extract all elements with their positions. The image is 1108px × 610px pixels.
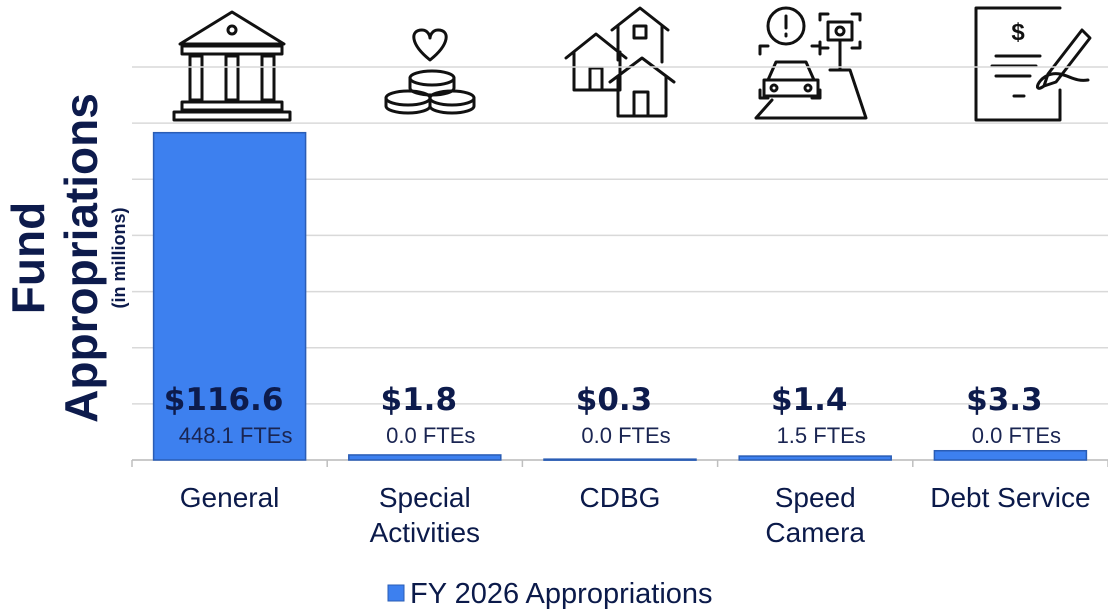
y-label-note: (in millions) (109, 207, 129, 308)
value-label: $116.6 (164, 382, 284, 418)
x-tick-label: General (179, 482, 280, 513)
bar (348, 454, 502, 461)
x-tick-label: Special Activities (369, 482, 481, 548)
x-tick-label: CDBG (579, 482, 661, 513)
bar (933, 449, 1088, 461)
bar (543, 458, 697, 461)
svg-text:$: $ (1011, 19, 1025, 46)
y-label-line: Appropriations (55, 93, 107, 423)
x-tick-label: Speed Camera (765, 482, 865, 548)
speed-camera-icon (754, 6, 868, 120)
fte-label: 1.5 FTEs (777, 423, 866, 448)
fte-label: 0.0 FTEs (386, 423, 475, 448)
value-label: $3.3 (966, 382, 1043, 418)
x-tick-label: Debt Service (930, 482, 1091, 513)
coins-icon (384, 28, 476, 115)
bar (152, 131, 307, 461)
document-icon: $ (974, 6, 1092, 122)
bank-icon (172, 10, 292, 122)
bar (738, 455, 892, 461)
houses-icon (564, 6, 676, 118)
y-label-line: Fund (2, 202, 54, 314)
legend: FY 2026 Appropriations (387, 578, 713, 610)
value-label: $1.4 (771, 382, 848, 418)
fte-label: 0.0 FTEs (972, 423, 1061, 448)
value-label: $1.8 (381, 382, 458, 418)
legend-swatch (387, 584, 405, 602)
fte-label: 448.1 FTEs (179, 423, 293, 448)
fte-label: 0.0 FTEs (581, 423, 670, 448)
value-label: $0.3 (576, 382, 653, 418)
y-axis-label: Fund Appropriations (in millions) (2, 93, 129, 423)
legend-label: FY 2026 Appropriations (410, 578, 713, 610)
